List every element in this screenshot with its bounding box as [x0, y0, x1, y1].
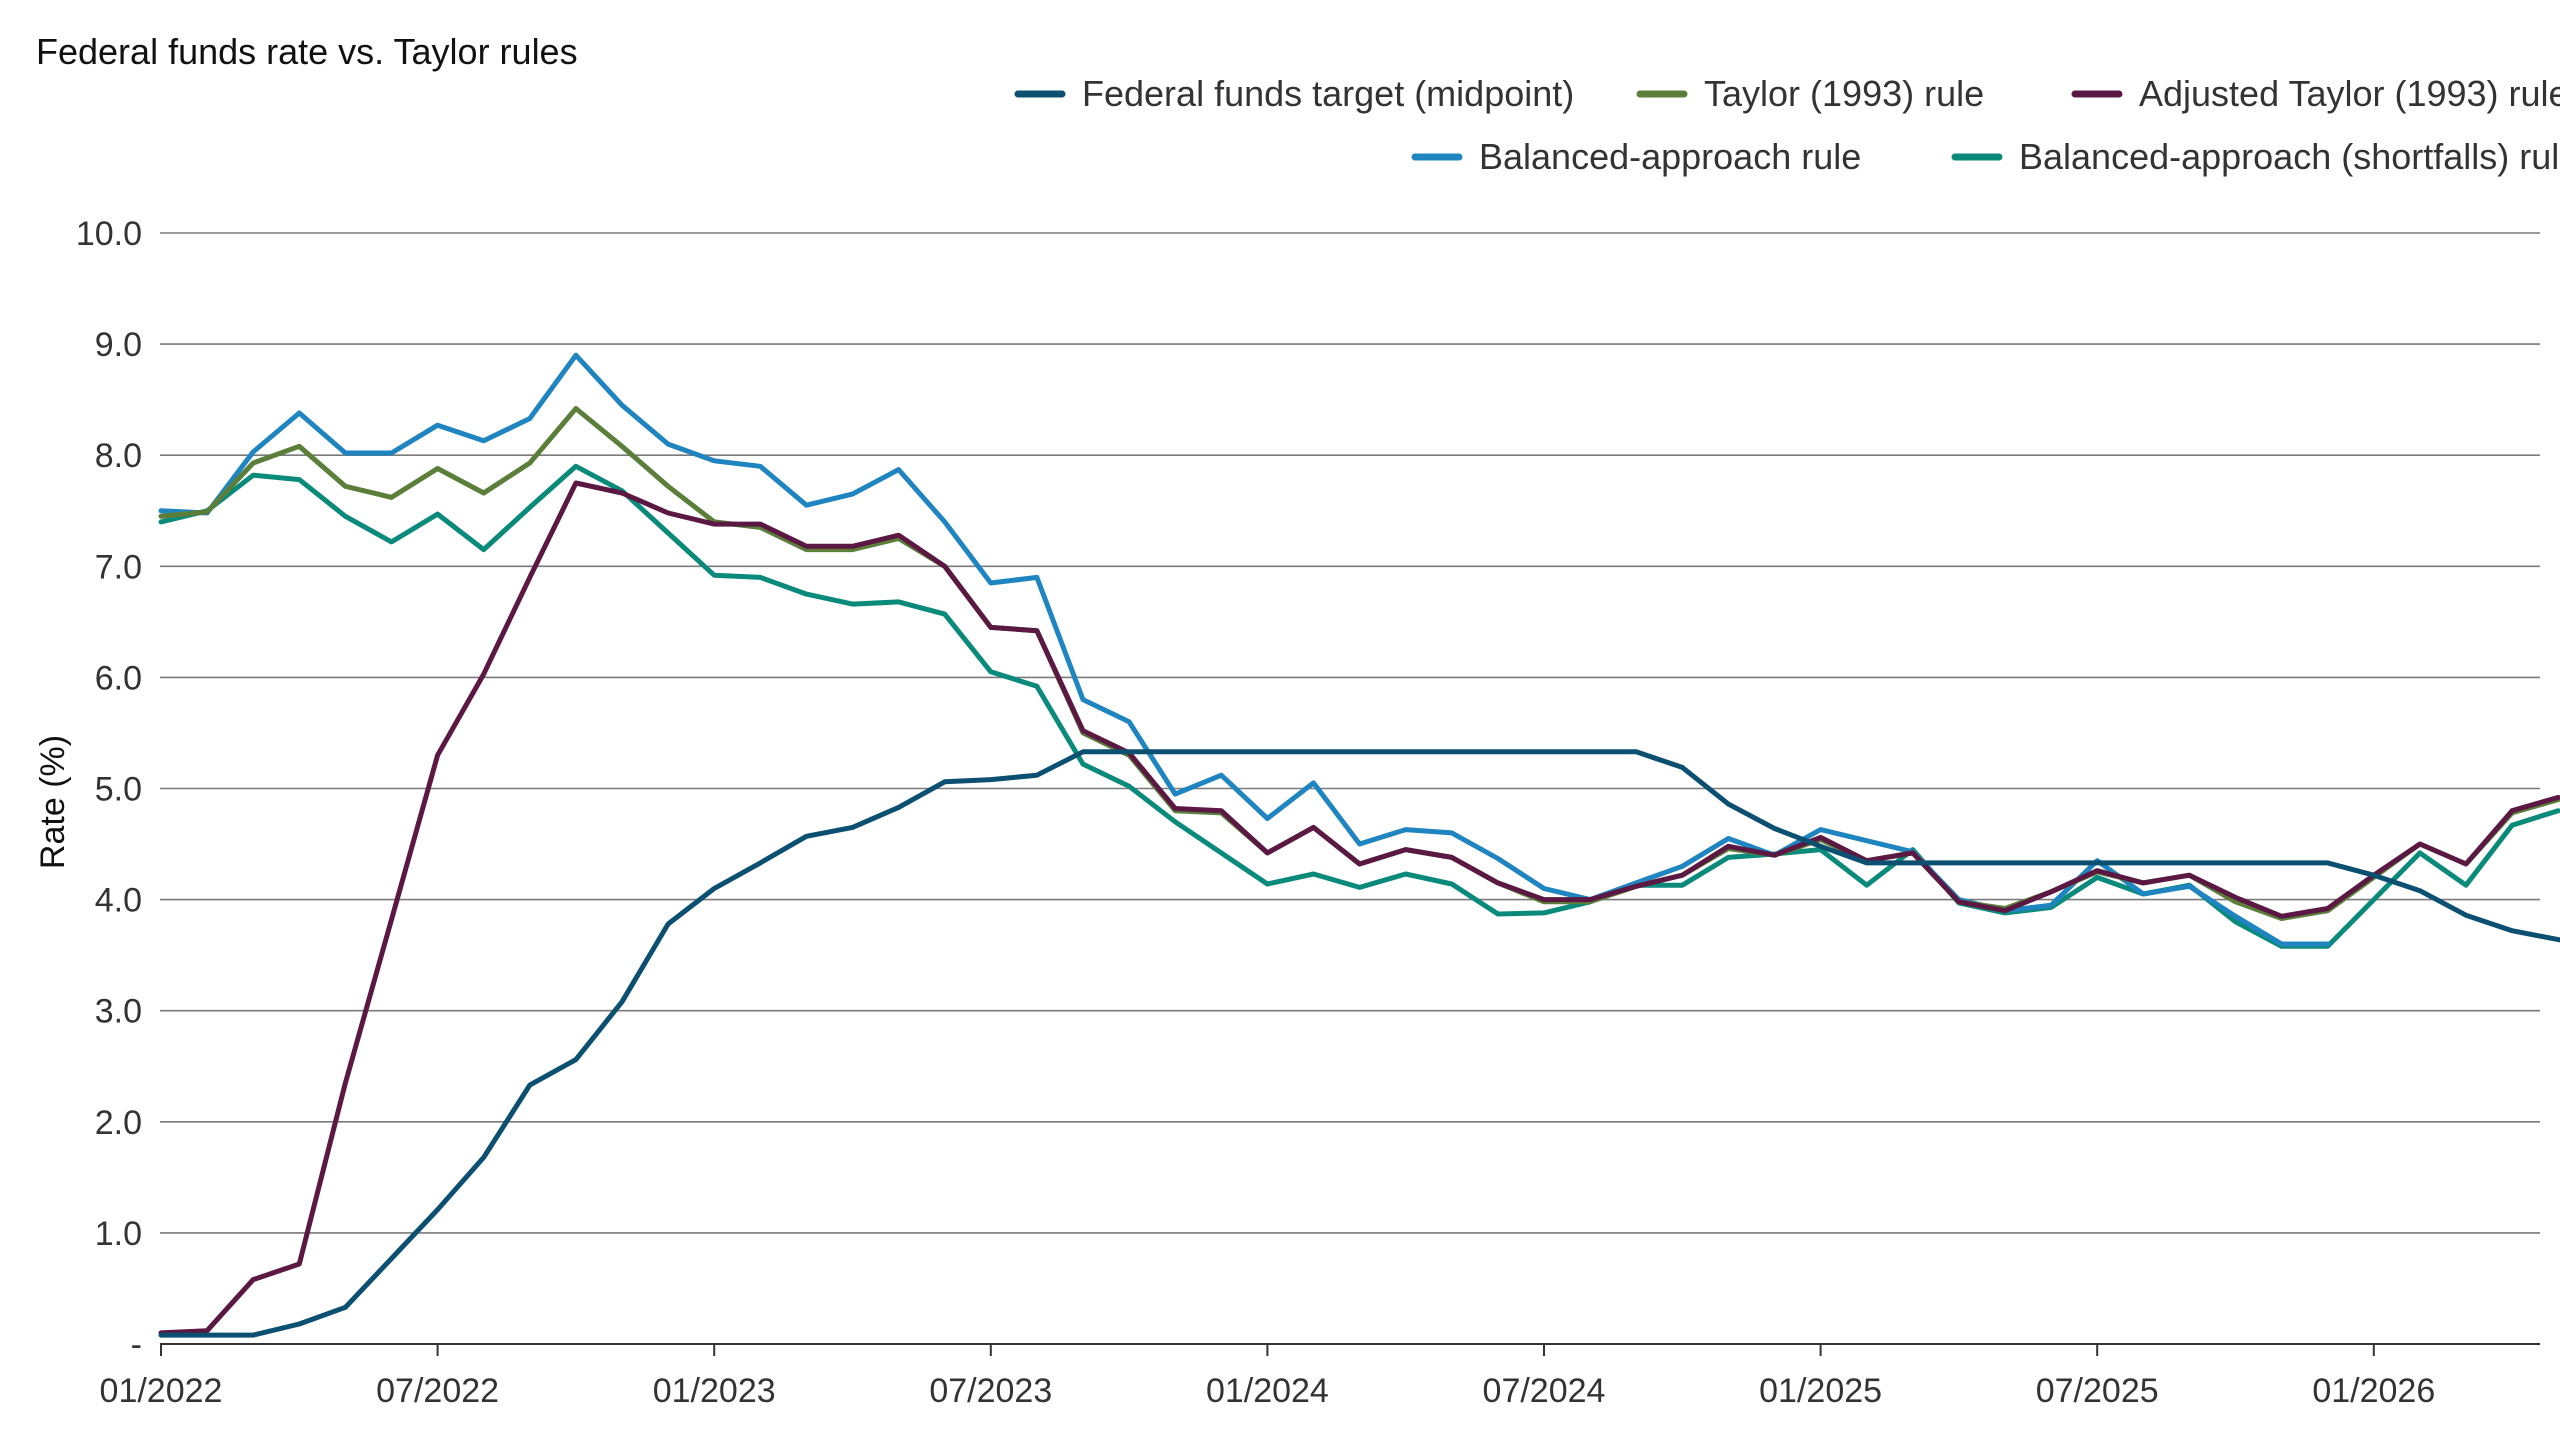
y-tick-label: 2.0	[95, 1104, 142, 1142]
legend-label: Federal funds target (midpoint)	[1082, 73, 1574, 114]
y-tick-label: 4.0	[95, 882, 142, 920]
x-tick-label: 01/2026	[2312, 1372, 2435, 1410]
x-tick-label: 01/2023	[653, 1372, 776, 1410]
y-axis-ticks: - 1.0 2.0 3.0 4.0 5.0 6.0 7.0 8.0 9.0 10.0	[76, 215, 142, 1364]
x-tick-label: 01/2025	[1759, 1372, 1882, 1410]
series-line-federal-funds-target-midpoint	[158, 749, 2560, 1338]
x-tick-label: 01/2022	[100, 1372, 223, 1410]
x-tick-label: 07/2022	[376, 1372, 499, 1410]
series-line-adjusted-taylor-1993-rule	[158, 480, 2560, 1336]
legend-item: Taylor (1993) rule	[1636, 73, 1984, 114]
y-tick-label: 10.0	[76, 215, 142, 253]
legend-item: Federal funds target (midpoint)	[1014, 73, 1574, 114]
x-tick-label: 01/2024	[1206, 1372, 1329, 1410]
legend: Federal funds target (midpoint) Taylor (1…	[1014, 73, 2560, 177]
series-lines	[158, 352, 2560, 1338]
series-line-balanced-approach-shortfalls-rule	[158, 463, 2560, 949]
y-tick-label: 1.0	[95, 1215, 142, 1253]
y-tick-label: 7.0	[95, 548, 142, 586]
legend-item: Balanced-approach rule	[1411, 136, 1861, 177]
legend-label: Adjusted Taylor (1993) rule	[2139, 73, 2560, 114]
series-line-balanced-approach-rule	[158, 352, 2331, 947]
chart-title: Federal funds rate vs. Taylor rules	[36, 31, 578, 72]
legend-label: Balanced-approach (shortfalls) rule	[2019, 136, 2560, 177]
y-tick-label: 6.0	[95, 659, 142, 697]
gridlines	[160, 232, 2540, 1234]
x-tick-label: 07/2025	[2036, 1372, 2159, 1410]
y-tick-label: 9.0	[95, 326, 142, 364]
x-tick-label: 07/2024	[1483, 1372, 1606, 1410]
y-tick-label: 5.0	[95, 771, 142, 809]
legend-item: Adjusted Taylor (1993) rule	[2071, 73, 2560, 114]
y-tick-label: -	[131, 1326, 142, 1364]
y-tick-label: 3.0	[95, 993, 142, 1031]
legend-label: Balanced-approach rule	[1479, 136, 1861, 177]
y-tick-label: 8.0	[95, 437, 142, 475]
legend-item: Balanced-approach (shortfalls) rule	[1951, 136, 2560, 177]
y-axis-title: Rate (%)	[34, 735, 72, 869]
x-axis: 01/2022 07/2022 01/2023 07/2023 01/2024 07/20…	[100, 1343, 2540, 1410]
x-tick-label: 07/2023	[929, 1372, 1052, 1410]
legend-label: Taylor (1993) rule	[1704, 73, 1984, 114]
